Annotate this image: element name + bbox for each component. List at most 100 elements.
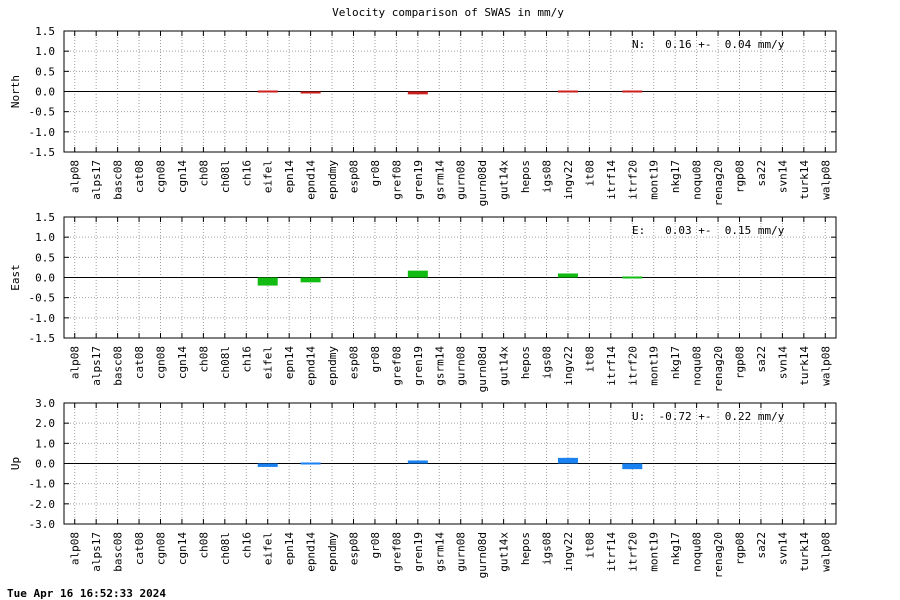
x-tick-label-mont19: mont19 — [648, 532, 661, 572]
x-tick-label-cgn14: cgn14 — [176, 532, 189, 565]
x-tick-label-svn14: svn14 — [776, 532, 789, 565]
x-tick-label-nkg17: nkg17 — [669, 160, 682, 193]
x-tick-label-ch16: ch16 — [240, 346, 253, 373]
x-tick-label-itrf20: itrf20 — [626, 160, 639, 200]
x-tick-label-cat08: cat08 — [133, 346, 146, 379]
y-tick-label: -1.5 — [29, 332, 56, 345]
x-tick-label-turk14: turk14 — [798, 532, 811, 572]
x-tick-label-ch08l: ch08l — [219, 346, 232, 379]
x-tick-label-hepos: hepos — [519, 346, 532, 379]
plot-frame-north — [63, 30, 837, 153]
x-tick-label-gut14x: gut14x — [498, 346, 511, 386]
y-tick-label: 1.0 — [35, 231, 55, 244]
x-tick-label-sa22: sa22 — [755, 160, 768, 187]
x-tick-label-gut14x: gut14x — [498, 532, 511, 572]
x-tick-label-basc08: basc08 — [112, 160, 125, 200]
x-tick-label-renag20: renag20 — [712, 346, 725, 392]
x-tick-label-alp08: alp08 — [69, 532, 82, 565]
y-tick-label: 3.0 — [35, 397, 55, 410]
x-tick-label-turk14: turk14 — [798, 160, 811, 200]
x-tick-label-esp08: esp08 — [348, 346, 361, 379]
x-tick-label-renag20: renag20 — [712, 532, 725, 578]
x-tick-label-ch08l: ch08l — [219, 532, 232, 565]
x-tick-label-epnd14: epnd14 — [305, 346, 318, 386]
x-tick-label-hepos: hepos — [519, 532, 532, 565]
x-tick-label-eifel: eifel — [262, 346, 275, 379]
plot-frame-up — [63, 402, 837, 525]
x-tick-label-rgp08: rgp08 — [734, 532, 747, 565]
x-tick-label-nkg17: nkg17 — [669, 532, 682, 565]
x-tick-label-mont19: mont19 — [648, 346, 661, 386]
x-tick-label-walp08: walp08 — [819, 346, 832, 386]
x-tick-label-eifel: eifel — [262, 532, 275, 565]
y-axis-label: North — [9, 75, 22, 108]
x-tick-label-noqu08: noqu08 — [691, 160, 704, 200]
x-tick-label-rgp08: rgp08 — [734, 160, 747, 193]
x-tick-label-gren19: gren19 — [412, 160, 425, 200]
x-tick-label-sa22: sa22 — [755, 532, 768, 559]
bar-north-itrf20 — [622, 90, 643, 93]
x-tick-label-gref08: gref08 — [390, 532, 403, 572]
x-tick-label-svn14: svn14 — [776, 160, 789, 193]
x-tick-label-basc08: basc08 — [112, 346, 125, 386]
x-tick-label-ingv22: ingv22 — [562, 532, 575, 572]
bar-east-epnd14 — [300, 277, 321, 283]
x-tick-label-cgn14: cgn14 — [176, 346, 189, 379]
x-tick-label-it08: it08 — [583, 346, 596, 373]
x-tick-label-alps17: alps17 — [90, 346, 103, 386]
x-tick-label-epnd14: epnd14 — [305, 532, 318, 572]
x-tick-label-ch08: ch08 — [197, 160, 210, 187]
x-tick-label-gr08: gr08 — [369, 346, 382, 373]
bar-north-epnd14 — [300, 91, 321, 94]
x-tick-label-ch08l: ch08l — [219, 160, 232, 193]
x-tick-label-hepos: hepos — [519, 160, 532, 193]
bar-north-gren19 — [407, 91, 428, 95]
bar-east-itrf20 — [622, 276, 643, 279]
y-tick-label: 2.0 — [35, 417, 55, 430]
x-tick-label-gsrm14: gsrm14 — [433, 160, 446, 200]
x-tick-label-epn14: epn14 — [283, 346, 296, 379]
x-tick-label-esp08: esp08 — [348, 160, 361, 193]
x-tick-label-noqu08: noqu08 — [691, 532, 704, 572]
y-tick-label: 0.0 — [35, 458, 55, 471]
x-tick-label-rgp08: rgp08 — [734, 346, 747, 379]
y-tick-label: -0.5 — [29, 292, 56, 305]
x-tick-label-eifel: eifel — [262, 160, 275, 193]
x-tick-label-nkg17: nkg17 — [669, 346, 682, 379]
x-tick-label-gurn08: gurn08 — [455, 160, 468, 200]
y-axis-label: East — [9, 264, 22, 291]
x-tick-label-alps17: alps17 — [90, 160, 103, 200]
x-tick-label-sa22: sa22 — [755, 346, 768, 373]
bar-up-eifel — [257, 463, 278, 467]
y-tick-label: 1.0 — [35, 45, 55, 58]
x-tick-label-itrf20: itrf20 — [626, 346, 639, 386]
y-tick-label: -0.5 — [29, 106, 56, 119]
x-tick-label-it08: it08 — [583, 160, 596, 187]
bar-east-ingv22 — [557, 273, 578, 278]
x-tick-label-cat08: cat08 — [133, 532, 146, 565]
y-tick-label: -2.0 — [29, 498, 56, 511]
annotation-east: E: 0.03 +- 0.15 mm/y — [632, 224, 785, 237]
x-tick-label-gurn08d: gurn08d — [476, 160, 489, 206]
bar-east-eifel — [257, 277, 278, 286]
bar-up-itrf20 — [622, 463, 643, 470]
x-tick-label-alp08: alp08 — [69, 346, 82, 379]
y-tick-label: -1.0 — [29, 478, 56, 491]
x-tick-label-esp08: esp08 — [348, 532, 361, 565]
x-tick-label-epn14: epn14 — [283, 160, 296, 193]
x-tick-label-gren19: gren19 — [412, 532, 425, 572]
x-tick-label-gr08: gr08 — [369, 532, 382, 559]
x-tick-label-itrf14: itrf14 — [605, 346, 618, 386]
bar-north-ingv22 — [557, 90, 578, 93]
annotation-up: U: -0.72 +- 0.22 mm/y — [632, 410, 785, 423]
x-tick-label-itrf14: itrf14 — [605, 532, 618, 572]
x-tick-label-alp08: alp08 — [69, 160, 82, 193]
bar-up-gren19 — [407, 460, 428, 464]
y-tick-label: -1.5 — [29, 146, 56, 159]
x-tick-label-walp08: walp08 — [819, 160, 832, 200]
x-tick-label-gut14x: gut14x — [498, 160, 511, 200]
x-tick-label-ch08: ch08 — [197, 346, 210, 373]
x-tick-label-epnd14: epnd14 — [305, 160, 318, 200]
x-tick-label-ingv22: ingv22 — [562, 160, 575, 200]
